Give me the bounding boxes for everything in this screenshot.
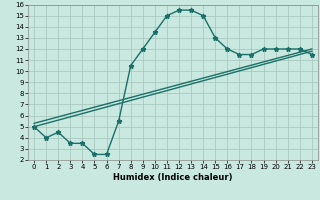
X-axis label: Humidex (Indice chaleur): Humidex (Indice chaleur) bbox=[113, 173, 233, 182]
